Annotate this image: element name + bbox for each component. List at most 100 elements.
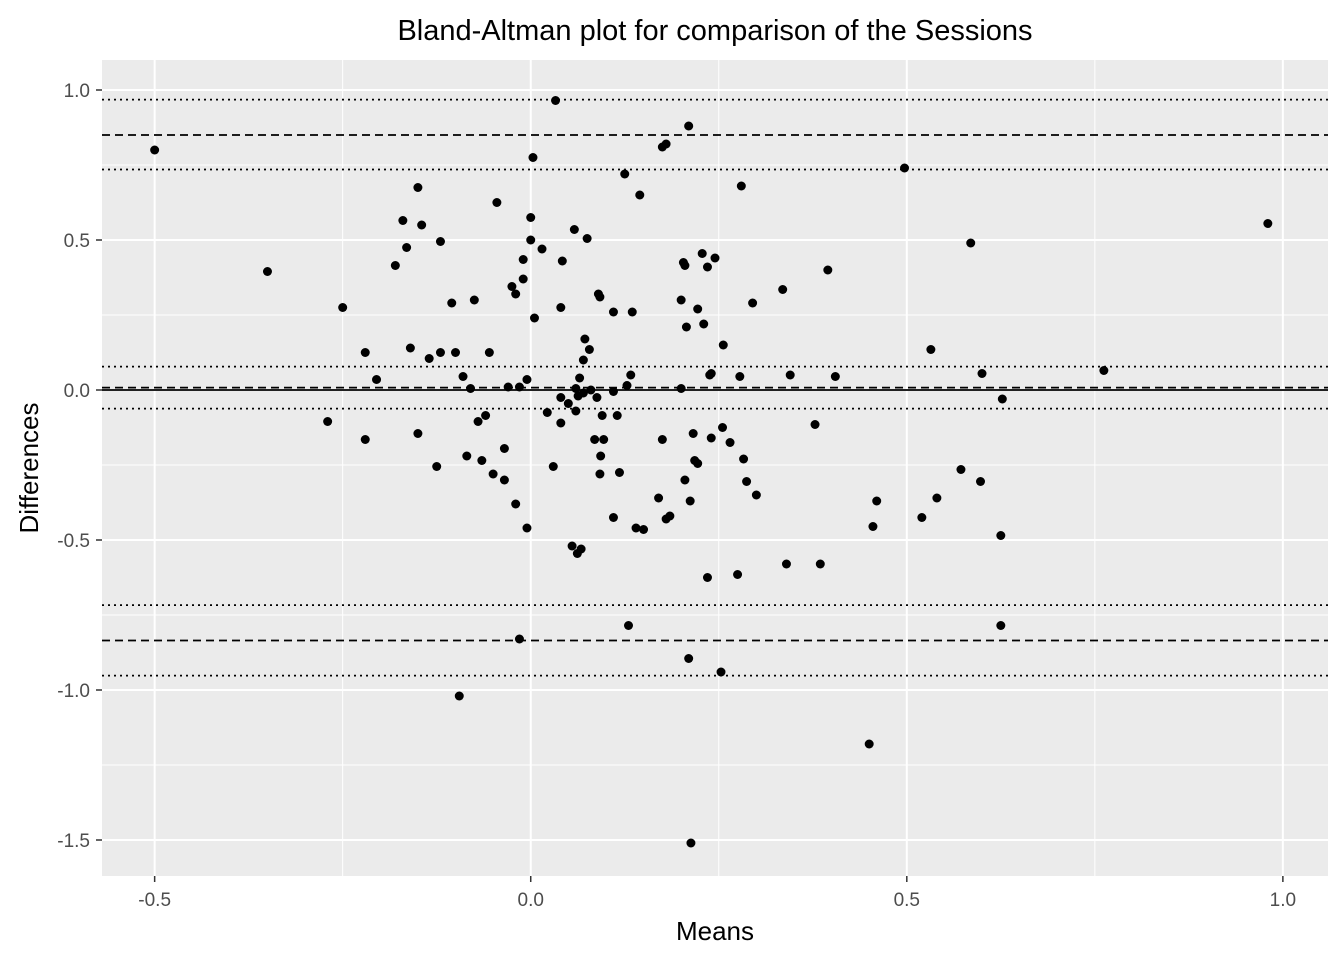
data-point	[462, 451, 472, 461]
data-point	[688, 429, 698, 438]
data-point	[518, 274, 528, 284]
data-point	[586, 385, 596, 395]
data-point	[706, 369, 716, 378]
x-axis-ticks: -0.5 0.0 0.5 1.0	[138, 876, 1296, 911]
data-point	[522, 523, 532, 533]
x-tick-label: 0.0	[518, 890, 544, 911]
data-point	[435, 348, 445, 357]
data-point	[823, 265, 833, 275]
data-point	[492, 198, 502, 207]
reference-lines	[102, 98, 1328, 677]
data-point	[556, 393, 566, 402]
data-point	[697, 249, 707, 258]
data-point	[739, 454, 749, 464]
data-point	[556, 303, 566, 312]
data-point	[518, 255, 528, 264]
data-point	[639, 525, 649, 534]
data-point	[665, 511, 675, 521]
data-point	[466, 384, 476, 393]
y-tick-label: -1.5	[57, 831, 90, 852]
data-point	[976, 477, 986, 486]
x-tick-label: 0.5	[894, 890, 920, 911]
data-point	[608, 307, 618, 317]
data-point	[926, 345, 936, 354]
data-point	[575, 373, 585, 383]
data-point	[693, 459, 703, 468]
data-point	[620, 169, 630, 179]
data-point	[360, 435, 370, 444]
data-point	[680, 475, 690, 485]
y-tick-label: 0.5	[64, 231, 90, 252]
data-point	[702, 262, 712, 272]
data-point	[681, 322, 691, 332]
data-point	[405, 343, 415, 353]
data-point	[685, 496, 695, 506]
data-point	[608, 387, 618, 396]
data-point	[635, 190, 645, 200]
data-point	[748, 298, 758, 308]
data-point	[571, 406, 581, 416]
data-point	[680, 261, 690, 270]
data-point	[996, 621, 1006, 630]
data-point	[608, 513, 618, 522]
data-point	[627, 307, 637, 317]
data-point	[657, 435, 667, 444]
chart-title: Bland-Altman plot for comparison of the …	[397, 15, 1032, 47]
data-point	[571, 384, 581, 393]
data-point	[484, 348, 494, 357]
data-point	[622, 381, 632, 390]
data-point	[706, 433, 716, 443]
data-point	[676, 384, 686, 393]
data-point	[557, 256, 567, 266]
data-point	[830, 372, 840, 381]
data-point	[612, 411, 622, 420]
data-point	[526, 213, 536, 222]
data-point	[511, 289, 521, 299]
data-point	[398, 216, 408, 225]
data-point	[481, 411, 491, 420]
data-point	[582, 234, 592, 243]
data-point	[686, 838, 696, 848]
data-point	[781, 559, 791, 569]
data-point	[661, 139, 671, 149]
data-point	[522, 375, 532, 384]
data-point	[435, 237, 445, 246]
data-point	[810, 420, 820, 429]
data-point	[150, 145, 160, 155]
data-point	[372, 375, 382, 384]
data-point	[360, 348, 370, 357]
data-point	[432, 462, 442, 471]
data-point	[563, 399, 573, 408]
data-point	[733, 570, 743, 579]
data-point	[624, 621, 634, 630]
data-point	[262, 267, 272, 276]
data-point	[595, 469, 605, 479]
data-point	[567, 541, 577, 551]
data-point	[590, 435, 600, 444]
data-point	[710, 253, 720, 263]
data-point	[684, 654, 694, 663]
data-point	[864, 739, 874, 749]
data-point	[488, 469, 498, 479]
data-point	[580, 334, 590, 344]
data-point	[526, 235, 536, 245]
data-point	[1099, 366, 1109, 375]
x-tick-label: -0.5	[138, 890, 171, 911]
data-point	[556, 418, 566, 428]
data-point	[514, 382, 524, 392]
data-point	[654, 493, 664, 503]
data-point	[413, 429, 423, 438]
major-gridlines	[102, 60, 1328, 876]
data-point	[900, 163, 910, 173]
x-tick-label: 1.0	[1270, 890, 1296, 911]
data-point	[997, 394, 1007, 404]
data-point	[702, 573, 712, 582]
data-point	[742, 477, 752, 486]
y-tick-label: 0.0	[64, 381, 90, 402]
data-point	[693, 304, 703, 314]
data-point	[537, 244, 547, 254]
data-point	[815, 559, 825, 569]
data-point	[413, 183, 423, 192]
